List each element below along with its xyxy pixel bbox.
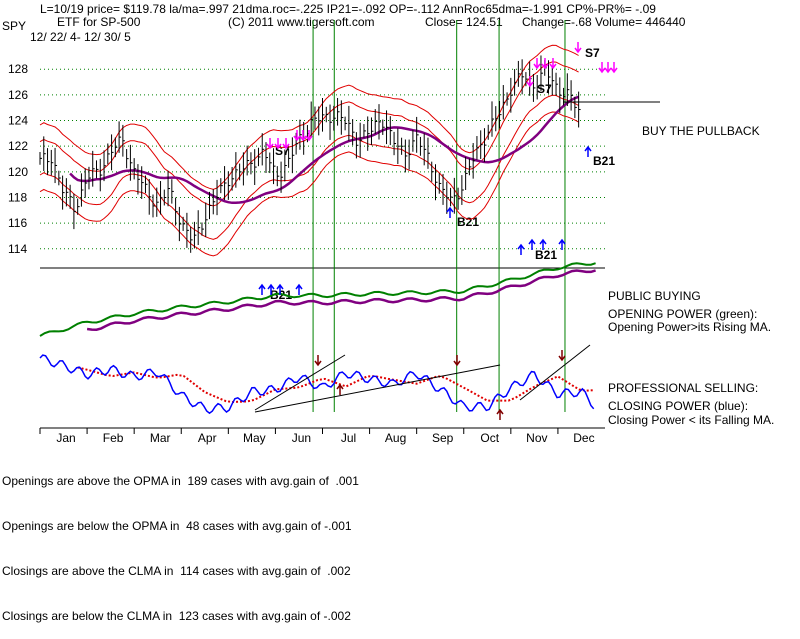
copyright-label: (C) 2011 www.tigersoft.com <box>228 15 375 29</box>
b21-label: B21 <box>593 154 615 168</box>
signal-arrow-icon <box>496 408 504 420</box>
buy-arrow-icon <box>267 283 275 295</box>
closing-power-title: CLOSING POWER (blue): <box>608 399 748 413</box>
x-tick-label: Nov <box>526 431 547 445</box>
stats-block: Openings are above the OPMA in 189 cases… <box>2 444 359 639</box>
y-tick-label: 118 <box>8 190 27 204</box>
buy-arrow-icon <box>558 238 566 250</box>
y-tick-label: 126 <box>8 88 28 102</box>
sell-arrow-icon <box>574 42 582 54</box>
opening-power-title: OPENING POWER (green): <box>608 307 757 321</box>
buy-arrow-icon <box>258 283 266 295</box>
upper-band-outer <box>39 44 579 190</box>
sell-arrow-icon <box>274 138 282 150</box>
professional-selling-label: PROFESSIONAL SELLING: <box>608 381 758 395</box>
signal-arrow-icon <box>336 383 344 395</box>
sell-arrow-icon <box>541 58 549 70</box>
stats-line: Closings are below the CLMA in 123 cases… <box>2 609 351 623</box>
close-label: Close= 124.51 <box>425 15 503 29</box>
y-tick-label: 114 <box>8 242 27 256</box>
buy-arrow-icon <box>539 238 547 250</box>
s7-label: S7 <box>585 46 600 60</box>
x-tick-label: Aug <box>385 431 406 445</box>
sell-arrow-icon <box>549 58 557 70</box>
sell-arrow-icon <box>598 62 606 74</box>
buy-arrow-icon <box>276 283 284 295</box>
signal-arrow-icon <box>314 355 322 367</box>
y-tick-label: 120 <box>8 165 28 179</box>
change-volume-label: Change=-.68 Volume= 446440 <box>522 15 686 29</box>
sell-arrow-icon <box>610 62 618 74</box>
stock-chart: L=10/19 price= $119.78 la/ma=.997 21dma.… <box>2 2 774 445</box>
sell-arrow-icon <box>299 130 307 142</box>
y-tick-label: 122 <box>8 139 28 153</box>
sell-arrow-icon <box>526 76 534 88</box>
stats-line: Openings are below the OPMA in 48 cases … <box>2 519 352 533</box>
closing-power-line <box>39 354 595 415</box>
symbol-label: SPY <box>2 19 26 33</box>
x-tick-label: Jan <box>56 431 75 445</box>
x-tick-label: Jun <box>292 431 311 445</box>
buy-pullback-label: BUY THE PULLBACK <box>642 124 760 138</box>
etf-label: ETF for SP-500 <box>57 15 141 29</box>
sell-arrow-icon <box>305 130 313 142</box>
b21-label: B21 <box>535 248 557 262</box>
opening-power-line <box>39 262 596 337</box>
buy-arrow-icon <box>295 283 303 295</box>
trendline <box>519 344 591 401</box>
closing-power-desc: Closing Power < its Falling MA. <box>608 413 774 427</box>
price-ma-line <box>69 95 580 205</box>
b21-label: B21 <box>457 215 479 229</box>
buy-arrow-icon <box>517 243 525 255</box>
x-tick-label: Sep <box>432 431 454 445</box>
header-stats-line: L=10/19 price= $119.78 la/ma=.997 21dma.… <box>40 2 656 16</box>
x-tick-label: May <box>243 431 266 445</box>
lower-band-outer <box>39 111 579 257</box>
public-buying-label: PUBLIC BUYING <box>608 289 701 303</box>
closing-power-ma <box>77 366 594 404</box>
buy-arrow-icon <box>446 206 454 218</box>
sell-arrow-icon <box>293 130 301 142</box>
stats-line: Openings are above the OPMA in 189 cases… <box>2 474 359 488</box>
x-tick-label: Feb <box>103 431 124 445</box>
lower-band-inner <box>39 94 579 240</box>
trendline <box>254 364 501 413</box>
y-tick-label: 128 <box>8 62 28 76</box>
date-range-label: 12/ 22/ 4- 12/ 30/ 5 <box>30 30 131 44</box>
stats-line: Closings are above the CLMA in 114 cases… <box>2 564 351 578</box>
sell-arrow-icon <box>282 138 290 150</box>
y-tick-label: 116 <box>8 216 27 230</box>
y-tick-label: 124 <box>8 114 28 128</box>
x-tick-label: Mar <box>150 431 171 445</box>
x-tick-label: Oct <box>480 431 499 445</box>
s7-label: S7 <box>537 82 552 96</box>
x-tick-label: Dec <box>573 431 594 445</box>
sell-arrow-icon <box>604 62 612 74</box>
buy-arrow-icon <box>528 238 536 250</box>
opening-power-desc: Opening Power>its Rising MA. <box>608 320 771 334</box>
signal-arrow-icon <box>558 350 566 362</box>
x-tick-label: Apr <box>198 431 217 445</box>
opening-power-ma <box>86 269 596 331</box>
sell-arrow-icon <box>266 138 274 150</box>
buy-arrow-icon <box>584 145 592 157</box>
trendline <box>254 354 346 411</box>
signal-arrow-icon <box>453 355 461 367</box>
x-tick-label: Jul <box>341 431 356 445</box>
sell-arrow-icon <box>533 58 541 70</box>
